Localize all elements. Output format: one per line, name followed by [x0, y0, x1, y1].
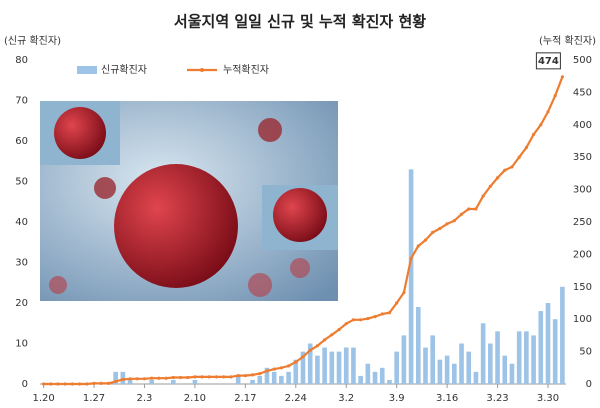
- y-tick-label: 80: [15, 55, 28, 66]
- bar: [322, 347, 327, 384]
- y-tick-label: 50: [15, 177, 28, 188]
- y2-tick-label: 200: [573, 249, 592, 260]
- y-axis-title: (신규 확진자): [4, 35, 61, 47]
- bar: [415, 307, 421, 384]
- annotation-text: 474: [538, 56, 559, 67]
- y2-tick-label: 500: [573, 55, 592, 66]
- bar: [459, 343, 464, 384]
- annotation-box: [535, 52, 561, 70]
- bar: [430, 335, 436, 384]
- bar: [387, 379, 392, 384]
- bar: [509, 363, 515, 384]
- bar: [170, 379, 176, 384]
- y2-axis-title: (누적 확진자): [539, 35, 596, 47]
- bar: [401, 335, 407, 384]
- bar: [524, 331, 529, 384]
- x-tick-label: 2.10: [184, 393, 206, 404]
- x-tick-label: 2.3: [137, 393, 153, 404]
- legend-marker: [200, 68, 204, 72]
- y2-tick-label: 0: [586, 379, 592, 390]
- bar: [444, 355, 450, 384]
- bar: [437, 359, 443, 384]
- bar: [120, 371, 126, 384]
- bar: [343, 347, 349, 384]
- bar: [127, 379, 133, 384]
- bar: [235, 375, 241, 384]
- y2-tick-label: 150: [573, 282, 592, 293]
- chart-title: 서울지역 일일 신규 및 누적 확진자 현황: [174, 13, 426, 31]
- bar: [286, 371, 291, 384]
- bar: [372, 371, 378, 384]
- legend-swatch: [77, 66, 97, 74]
- x-tick-label: 3.30: [537, 393, 559, 404]
- y-tick-label: 70: [15, 96, 28, 107]
- bar: [394, 351, 399, 384]
- bar: [560, 286, 565, 384]
- bar: [516, 331, 522, 384]
- bar: [257, 375, 263, 384]
- bar: [192, 379, 198, 384]
- bar: [480, 323, 486, 384]
- bar: [279, 375, 284, 384]
- y2-tick-label: 400: [573, 120, 592, 131]
- bar: [250, 379, 255, 384]
- bar: [502, 355, 508, 384]
- bar: [336, 351, 342, 384]
- y2-tick-label: 450: [573, 87, 592, 98]
- y-tick-label: 10: [15, 339, 28, 350]
- photo: [40, 101, 338, 301]
- y2-tick-label: 50: [579, 347, 592, 358]
- y2-tick-label: 250: [573, 217, 592, 228]
- bar: [365, 363, 371, 384]
- line: [41, 75, 565, 386]
- bar: [488, 343, 493, 384]
- y-tick-label: 40: [15, 217, 28, 228]
- bar: [315, 355, 320, 384]
- bar: [538, 311, 544, 384]
- y2-tick-label: 300: [573, 185, 592, 196]
- x-tick-label: 1.27: [83, 393, 105, 404]
- bar: [552, 319, 558, 384]
- y2-tick-label: 350: [573, 152, 592, 163]
- bar: [351, 347, 356, 384]
- bar: [466, 351, 472, 384]
- legend-label: 누적확진자: [223, 64, 269, 76]
- bar: [149, 379, 154, 384]
- bar: [473, 371, 479, 384]
- y-tick-label: 60: [15, 136, 28, 147]
- legend-label: 신규확진자: [101, 64, 147, 76]
- y-tick-label: 30: [15, 258, 28, 269]
- bar: [271, 371, 277, 384]
- bar: [379, 367, 385, 384]
- y-tick-label: 20: [15, 298, 28, 309]
- bar: [531, 335, 536, 384]
- x-tick-label: 3.2: [338, 393, 354, 404]
- y2-tick-label: 100: [573, 314, 592, 325]
- x-tick-label: 3.16: [436, 393, 458, 404]
- bar: [495, 331, 500, 384]
- x-tick-label: 3.9: [389, 393, 405, 404]
- x-tick-label: 2.24: [285, 393, 307, 404]
- y-tick-label: 0: [22, 379, 28, 390]
- x-tick-label: 1.20: [32, 393, 54, 404]
- bar: [408, 169, 414, 384]
- bar: [329, 351, 335, 384]
- bar: [423, 347, 428, 384]
- x-tick-label: 3.23: [486, 393, 508, 404]
- x-tick-label: 2.17: [234, 393, 256, 404]
- bar: [452, 363, 457, 384]
- bar: [358, 375, 363, 384]
- bar: [545, 303, 551, 384]
